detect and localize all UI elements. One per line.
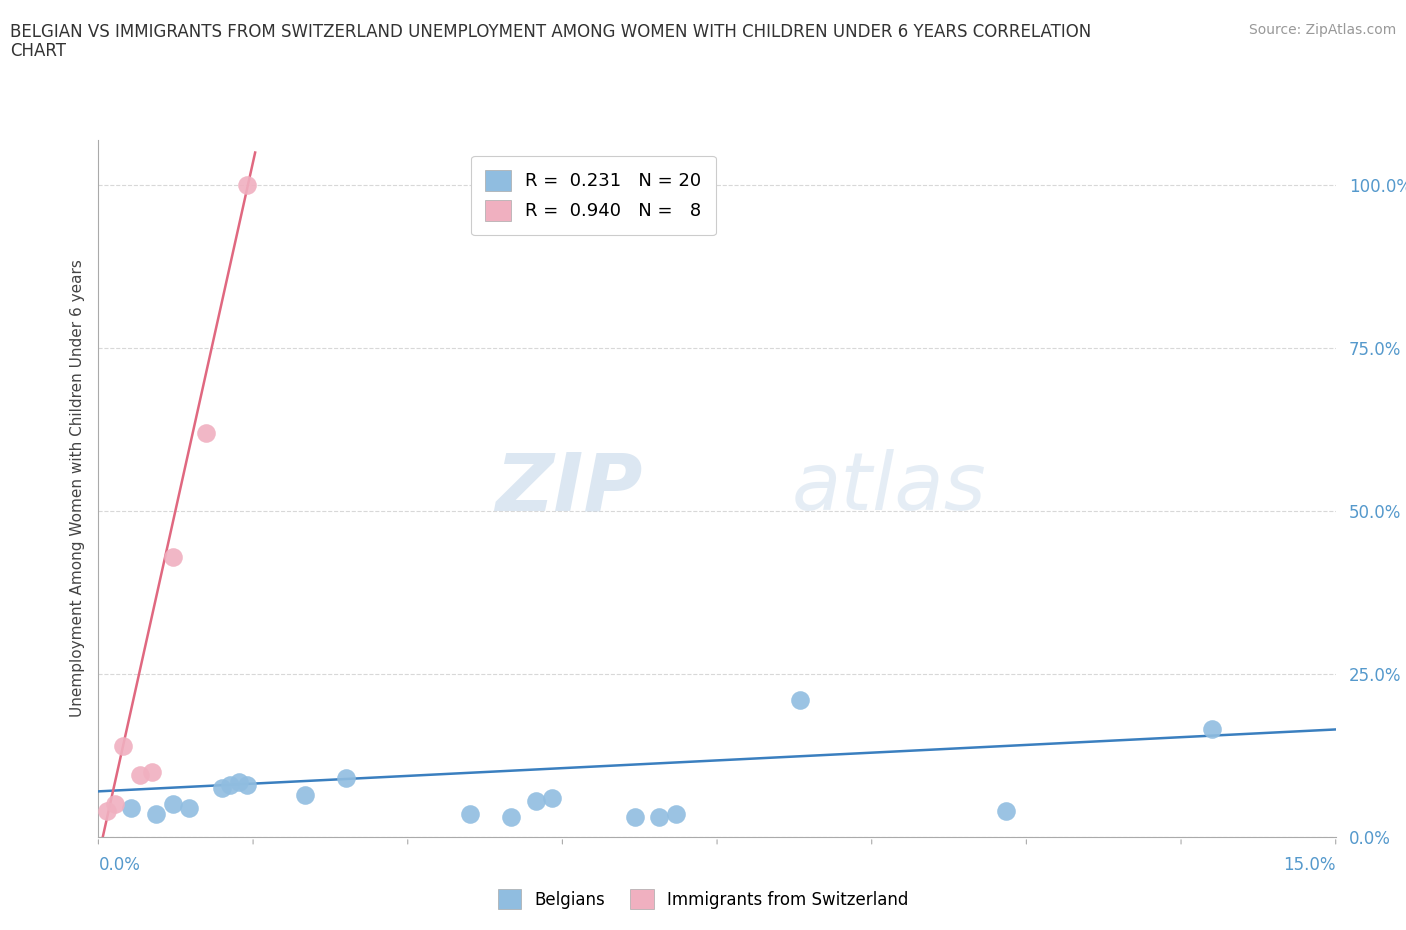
Point (141, 764, 163, 779)
Y-axis label: Unemployment Among Women with Children Under 6 years: Unemployment Among Women with Children U… (69, 259, 84, 717)
Point (194, 425, 217, 440)
Point (524, 793, 547, 808)
Point (162, 797, 184, 812)
Point (648, 810, 671, 825)
Point (128, 767, 150, 782)
Point (294, 787, 316, 802)
Point (335, 771, 357, 786)
Text: Source: ZipAtlas.com: Source: ZipAtlas.com (1249, 23, 1396, 37)
Point (1201, 722, 1223, 737)
Point (162, 550, 184, 565)
Point (120, 800, 142, 815)
Point (179, 800, 201, 815)
Point (228, 774, 250, 789)
Point (219, 777, 242, 792)
Text: ZIP: ZIP (495, 449, 643, 527)
Text: 0.0%: 0.0% (98, 856, 141, 873)
Point (623, 810, 645, 825)
Point (499, 810, 522, 825)
Point (458, 806, 481, 821)
Text: BELGIAN VS IMMIGRANTS FROM SWITZERLAND UNEMPLOYMENT AMONG WOMEN WITH CHILDREN UN: BELGIAN VS IMMIGRANTS FROM SWITZERLAND U… (10, 23, 1091, 41)
Point (96, 804, 118, 818)
Legend: R =  0.231   N = 20, R =  0.940   N =   8: R = 0.231 N = 20, R = 0.940 N = 8 (471, 155, 716, 235)
Point (112, 738, 135, 753)
Point (994, 804, 1017, 818)
Text: 15.0%: 15.0% (1284, 856, 1336, 873)
Point (665, 806, 688, 821)
Legend: Belgians, Immigrants from Switzerland: Belgians, Immigrants from Switzerland (489, 881, 917, 917)
Point (541, 790, 564, 805)
Point (211, 780, 233, 795)
Point (145, 806, 167, 821)
Point (104, 797, 127, 812)
Point (236, 777, 259, 792)
Text: atlas: atlas (792, 449, 986, 527)
Point (236, 178, 259, 193)
Text: CHART: CHART (10, 42, 66, 60)
Point (789, 693, 811, 708)
